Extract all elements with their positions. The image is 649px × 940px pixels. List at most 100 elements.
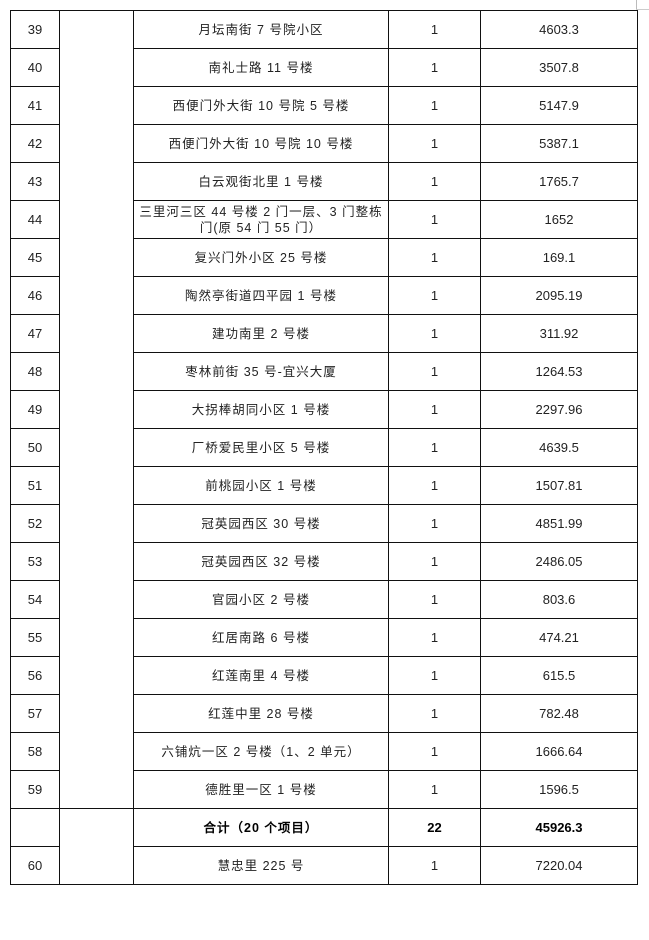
area-value: 2486.05 bbox=[480, 542, 638, 581]
area-value: 169.1 bbox=[480, 238, 638, 277]
merged-category-cell bbox=[59, 10, 134, 809]
row-number: 41 bbox=[10, 86, 60, 125]
project-name: 前桃园小区 1 号楼 bbox=[133, 466, 389, 505]
project-table: 39 月坛南街 7 号院小区 1 4603.3 40 南礼士路 11 号楼 1 3507.8 4… bbox=[10, 10, 638, 885]
area-value: 1765.7 bbox=[480, 162, 638, 201]
unit-count: 1 bbox=[388, 732, 481, 771]
unit-count: 1 bbox=[388, 618, 481, 657]
row-number: 51 bbox=[10, 466, 60, 505]
area-value: 311.92 bbox=[480, 314, 638, 353]
area-value: 474.21 bbox=[480, 618, 638, 657]
area-value: 803.6 bbox=[480, 580, 638, 619]
project-name: 厂桥爱民里小区 5 号楼 bbox=[133, 428, 389, 467]
table-row: 45 复兴门外小区 25 号楼 1 169.1 bbox=[10, 238, 638, 277]
unit-count: 1 bbox=[388, 466, 481, 505]
project-name: 冠英园西区 30 号楼 bbox=[133, 504, 389, 543]
project-name: 陶然亭街道四平园 1 号楼 bbox=[133, 276, 389, 315]
unit-count: 1 bbox=[388, 770, 481, 809]
unit-count: 1 bbox=[388, 352, 481, 391]
table-row: 47 建功南里 2 号楼 1 311.92 bbox=[10, 314, 638, 353]
row-number: 43 bbox=[10, 162, 60, 201]
unit-count: 1 bbox=[388, 504, 481, 543]
area-value: 4603.3 bbox=[480, 10, 638, 49]
table-row: 39 月坛南街 7 号院小区 1 4603.3 bbox=[10, 10, 638, 809]
area-value: 4639.5 bbox=[480, 428, 638, 467]
table-row: 60 慧忠里 225 号 1 7220.04 bbox=[10, 846, 638, 885]
unit-count: 1 bbox=[388, 162, 481, 201]
project-name: 慧忠里 225 号 bbox=[133, 846, 389, 885]
project-name: 德胜里一区 1 号楼 bbox=[133, 770, 389, 809]
area-value: 7220.04 bbox=[480, 846, 638, 885]
row-number: 48 bbox=[10, 352, 60, 391]
row-number: 55 bbox=[10, 618, 60, 657]
table-row: 48 枣林前街 35 号-宜兴大厦 1 1264.53 bbox=[10, 352, 638, 391]
row-number: 40 bbox=[10, 48, 60, 87]
table-row: 51 前桃园小区 1 号楼 1 1507.81 bbox=[10, 466, 638, 505]
project-name: 西便门外大街 10 号院 10 号楼 bbox=[133, 124, 389, 163]
page-edge bbox=[636, 0, 637, 10]
total-row: 合计（20 个项目） 22 45926.3 bbox=[10, 808, 638, 885]
row-number: 39 bbox=[10, 10, 60, 49]
row-number: 50 bbox=[10, 428, 60, 467]
unit-count: 1 bbox=[388, 10, 481, 49]
table-row: 58 六铺炕一区 2 号楼（1、2 单元） 1 1666.64 bbox=[10, 732, 638, 771]
unit-count: 1 bbox=[388, 48, 481, 87]
area-value: 2297.96 bbox=[480, 390, 638, 429]
row-number: 45 bbox=[10, 238, 60, 277]
project-name: 南礼士路 11 号楼 bbox=[133, 48, 389, 87]
area-value: 2095.19 bbox=[480, 276, 638, 315]
project-name: 枣林前街 35 号-宜兴大厦 bbox=[133, 352, 389, 391]
unit-count: 1 bbox=[388, 86, 481, 125]
unit-count: 1 bbox=[388, 580, 481, 619]
unit-count: 1 bbox=[388, 656, 481, 695]
table-row: 40 南礼士路 11 号楼 1 3507.8 bbox=[10, 48, 638, 87]
area-value: 3507.8 bbox=[480, 48, 638, 87]
area-value: 782.48 bbox=[480, 694, 638, 733]
project-name: 月坛南街 7 号院小区 bbox=[133, 10, 389, 49]
project-name: 官园小区 2 号楼 bbox=[133, 580, 389, 619]
row-number: 47 bbox=[10, 314, 60, 353]
merged-category-cell bbox=[59, 808, 134, 885]
project-name: 大拐棒胡同小区 1 号楼 bbox=[133, 390, 389, 429]
unit-count: 1 bbox=[388, 200, 481, 239]
row-number: 52 bbox=[10, 504, 60, 543]
area-value: 5147.9 bbox=[480, 86, 638, 125]
row-number: 57 bbox=[10, 694, 60, 733]
row-number: 44 bbox=[10, 200, 60, 239]
area-value: 1666.64 bbox=[480, 732, 638, 771]
project-name: 六铺炕一区 2 号楼（1、2 单元） bbox=[133, 732, 389, 771]
row-number: 60 bbox=[10, 846, 60, 885]
table-row: 57 红莲中里 28 号楼 1 782.48 bbox=[10, 694, 638, 733]
total-label: 合计（20 个项目） bbox=[133, 808, 389, 847]
project-name: 红莲中里 28 号楼 bbox=[133, 694, 389, 733]
project-name: 复兴门外小区 25 号楼 bbox=[133, 238, 389, 277]
table-row: 53 冠英园西区 32 号楼 1 2486.05 bbox=[10, 542, 638, 581]
table-row: 59 德胜里一区 1 号楼 1 1596.5 bbox=[10, 770, 638, 809]
row-number: 54 bbox=[10, 580, 60, 619]
project-name: 白云观街北里 1 号楼 bbox=[133, 162, 389, 201]
area-value: 1652 bbox=[480, 200, 638, 239]
page-edge bbox=[636, 9, 649, 10]
total-area: 45926.3 bbox=[480, 808, 638, 847]
row-number: 46 bbox=[10, 276, 60, 315]
area-value: 4851.99 bbox=[480, 504, 638, 543]
project-name: 西便门外大街 10 号院 5 号楼 bbox=[133, 86, 389, 125]
table-row: 55 红居南路 6 号楼 1 474.21 bbox=[10, 618, 638, 657]
row-number: 59 bbox=[10, 770, 60, 809]
unit-count: 1 bbox=[388, 390, 481, 429]
row-number: 53 bbox=[10, 542, 60, 581]
row-number: 56 bbox=[10, 656, 60, 695]
project-name: 冠英园西区 32 号楼 bbox=[133, 542, 389, 581]
total-count: 22 bbox=[388, 808, 481, 847]
unit-count: 1 bbox=[388, 276, 481, 315]
project-name: 红居南路 6 号楼 bbox=[133, 618, 389, 657]
unit-count: 1 bbox=[388, 238, 481, 277]
table-row: 50 厂桥爱民里小区 5 号楼 1 4639.5 bbox=[10, 428, 638, 467]
table-row: 52 冠英园西区 30 号楼 1 4851.99 bbox=[10, 504, 638, 543]
table-row: 56 红莲南里 4 号楼 1 615.5 bbox=[10, 656, 638, 695]
row-number: 49 bbox=[10, 390, 60, 429]
unit-count: 1 bbox=[388, 314, 481, 353]
unit-count: 1 bbox=[388, 124, 481, 163]
project-name: 建功南里 2 号楼 bbox=[133, 314, 389, 353]
unit-count: 1 bbox=[388, 846, 481, 885]
